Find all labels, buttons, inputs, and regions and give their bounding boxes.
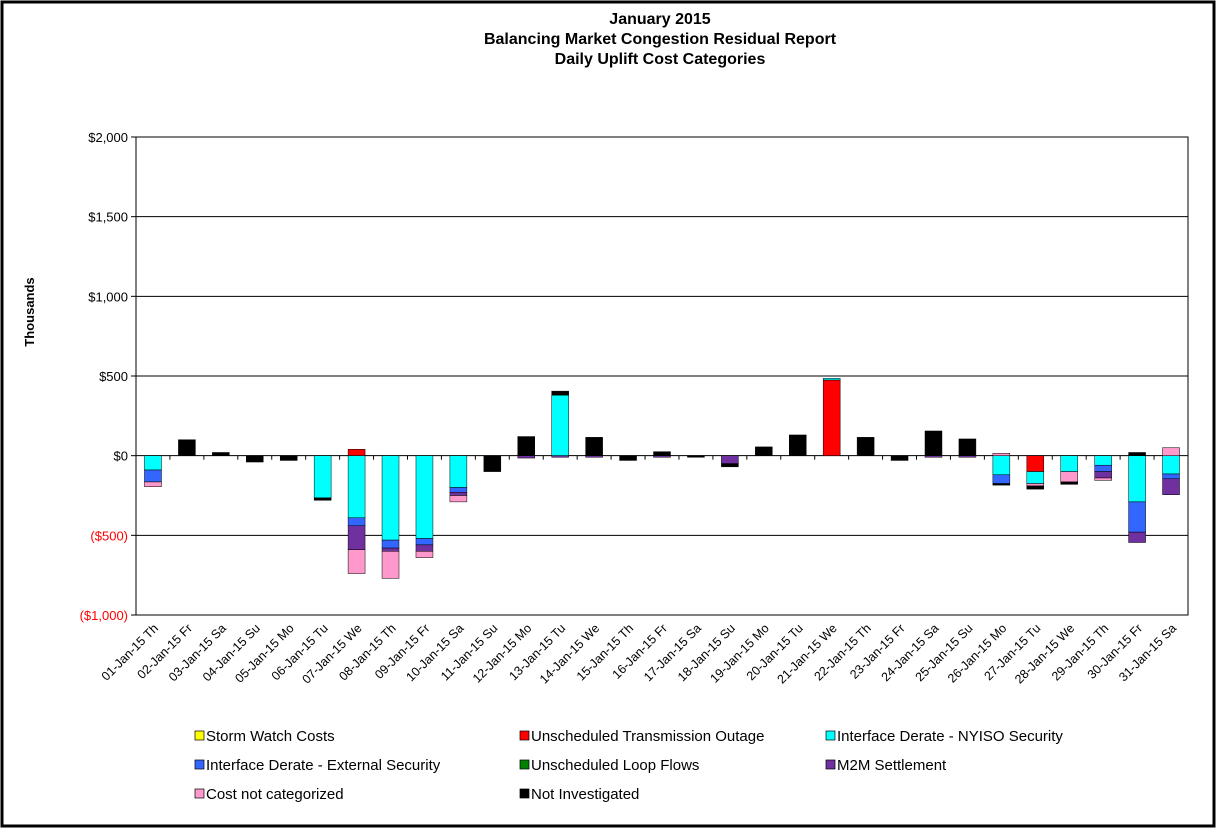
legend-swatch bbox=[519, 730, 530, 741]
bar-segment bbox=[381, 551, 400, 579]
y-tick-label: $0 bbox=[114, 449, 128, 464]
bar-segment bbox=[415, 544, 434, 552]
y-tick-label: ($1,000) bbox=[80, 608, 128, 623]
bar-segment bbox=[279, 455, 298, 461]
legend-swatch bbox=[194, 759, 205, 770]
legend-label: Unscheduled Loop Flows bbox=[531, 757, 699, 774]
bar-segment bbox=[483, 455, 502, 472]
bar-segment bbox=[313, 455, 332, 499]
legend-swatch bbox=[825, 730, 836, 741]
bar-segment bbox=[1026, 485, 1045, 490]
bar-segment bbox=[958, 438, 977, 456]
legend-label: Unscheduled Transmission Outage bbox=[531, 728, 764, 745]
bar-segment bbox=[1094, 477, 1112, 481]
bar-segment bbox=[415, 551, 434, 558]
legend-label: Storm Watch Costs bbox=[206, 728, 335, 745]
bar-segment bbox=[415, 538, 434, 546]
bar-segment bbox=[313, 497, 332, 501]
bar-segment bbox=[246, 455, 264, 463]
bar-segment bbox=[1026, 455, 1045, 472]
bar-segment bbox=[449, 455, 468, 488]
bar-segment bbox=[721, 463, 739, 468]
bar-segment bbox=[924, 430, 943, 456]
legend-swatch bbox=[519, 788, 530, 799]
bar-segment bbox=[551, 394, 569, 456]
bar-segment bbox=[653, 451, 671, 456]
bar-segment bbox=[1128, 501, 1146, 533]
bar-segment bbox=[755, 446, 773, 456]
bar-segment bbox=[449, 492, 468, 496]
bar-segment bbox=[1026, 471, 1045, 484]
bar-segment bbox=[992, 474, 1011, 484]
bar-segment bbox=[517, 455, 535, 459]
bar-segment bbox=[992, 455, 1011, 476]
bar-segment bbox=[822, 378, 841, 381]
legend-label: Not Investigated bbox=[531, 786, 639, 803]
bar-segment bbox=[178, 439, 196, 456]
bar-segment bbox=[415, 455, 434, 539]
bar-segment bbox=[619, 455, 637, 461]
bar-segment bbox=[449, 487, 468, 493]
bar-segment bbox=[347, 449, 366, 456]
bar-segment bbox=[144, 469, 162, 483]
bar-segment bbox=[347, 455, 366, 519]
chart-title: January 2015 bbox=[609, 11, 711, 28]
y-tick-label: $1,500 bbox=[88, 210, 128, 225]
bar-segment bbox=[856, 437, 875, 456]
bar-segment bbox=[144, 481, 162, 487]
bar-segment bbox=[1128, 452, 1146, 456]
bar-segment bbox=[789, 434, 807, 456]
bar-segment bbox=[1162, 478, 1180, 495]
legend-swatch bbox=[194, 730, 205, 741]
bar-segment bbox=[381, 455, 400, 541]
legend-label: M2M Settlement bbox=[837, 757, 947, 774]
bar-segment bbox=[1162, 455, 1180, 475]
bar-segment bbox=[517, 436, 535, 456]
y-tick-label: ($500) bbox=[90, 528, 128, 543]
bar-segment bbox=[1094, 464, 1112, 472]
legend-label: Cost not categorized bbox=[206, 786, 344, 803]
bar-segment bbox=[1162, 447, 1180, 456]
bar-segment bbox=[687, 455, 705, 458]
bar-segment bbox=[347, 525, 366, 550]
bar-segment bbox=[212, 452, 230, 456]
bar-segment bbox=[381, 539, 400, 549]
legend-label: Interface Derate - NYISO Security bbox=[837, 728, 1063, 745]
bar-segment bbox=[890, 455, 909, 461]
legend-swatch bbox=[194, 788, 205, 799]
bar-segment bbox=[551, 455, 569, 458]
bar-segment bbox=[1060, 471, 1078, 483]
bar-segment bbox=[1162, 473, 1180, 480]
bar-segment bbox=[992, 453, 1011, 456]
legend-label: Interface Derate - External Security bbox=[206, 757, 441, 774]
chart-title: Daily Uplift Cost Categories bbox=[555, 51, 766, 68]
bar-segment bbox=[551, 390, 569, 396]
bar-segment bbox=[1094, 455, 1112, 466]
bar-segment bbox=[1128, 455, 1146, 503]
bar-segment bbox=[381, 547, 400, 552]
bar-segment bbox=[822, 379, 841, 456]
bar-segment bbox=[992, 483, 1011, 486]
legend-swatch bbox=[825, 759, 836, 770]
bar-segment bbox=[449, 495, 468, 503]
bar-segment bbox=[1060, 455, 1078, 472]
y-axis-label: Thousands bbox=[22, 277, 37, 346]
bar-segment bbox=[1094, 471, 1112, 479]
y-tick-label: $500 bbox=[99, 369, 128, 384]
bar-segment bbox=[1060, 481, 1078, 485]
bar-segment bbox=[1026, 483, 1045, 487]
bar-segment bbox=[347, 549, 366, 574]
bar-segment bbox=[585, 437, 603, 456]
legend-swatch bbox=[519, 759, 530, 770]
bar-segment bbox=[144, 455, 162, 471]
y-tick-label: $2,000 bbox=[88, 130, 128, 145]
bar-segment bbox=[347, 517, 366, 527]
bar-segment bbox=[1128, 531, 1146, 543]
y-tick-label: $1,000 bbox=[88, 289, 128, 304]
chart-title: Balancing Market Congestion Residual Rep… bbox=[484, 31, 837, 48]
bar-segment bbox=[721, 455, 739, 464]
